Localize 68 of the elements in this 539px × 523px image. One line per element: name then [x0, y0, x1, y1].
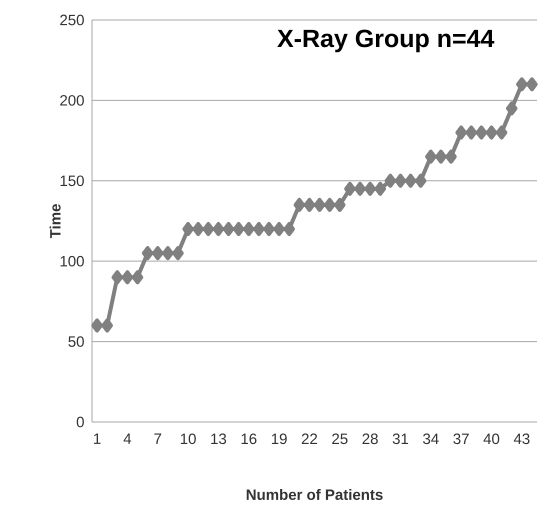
- point: [101, 318, 113, 333]
- point: [476, 126, 488, 140]
- point: [263, 222, 275, 236]
- point: [384, 174, 396, 188]
- x-tick-label: 28: [362, 434, 378, 444]
- point: [354, 182, 366, 196]
- point: [445, 150, 457, 164]
- y-tick-label: 250: [60, 14, 84, 26]
- x-tick-label: 13: [211, 434, 226, 444]
- point: [455, 126, 467, 140]
- point: [212, 222, 224, 236]
- point: [294, 198, 306, 212]
- chart-title: X-Ray Group n=44: [277, 30, 494, 52]
- point: [222, 222, 234, 236]
- point: [314, 198, 326, 212]
- y-tick-label: 100: [60, 256, 84, 266]
- x-tick-label: 4: [124, 434, 132, 444]
- point: [152, 246, 164, 260]
- point: [364, 182, 376, 196]
- point: [142, 246, 154, 260]
- point: [232, 222, 244, 236]
- point: [91, 318, 103, 333]
- x-tick-label: 37: [453, 434, 469, 444]
- point: [344, 182, 356, 196]
- x-tick-label: 10: [180, 434, 196, 444]
- point: [273, 222, 285, 236]
- point: [324, 198, 336, 212]
- y-tick-label: 200: [60, 95, 84, 106]
- point: [435, 150, 447, 164]
- point: [334, 198, 346, 212]
- y-tick-label: 50: [68, 336, 84, 347]
- point: [526, 77, 538, 92]
- point: [182, 222, 194, 236]
- point: [122, 270, 134, 284]
- point: [516, 77, 528, 92]
- point: [374, 182, 386, 196]
- x-tick-label: 19: [272, 434, 287, 444]
- point: [283, 222, 295, 236]
- point: [506, 101, 518, 116]
- point: [112, 270, 124, 284]
- x-tick-label: 1: [94, 434, 101, 444]
- point: [172, 246, 184, 260]
- point: [304, 198, 316, 212]
- x-tick-label: 31: [392, 434, 408, 444]
- x-tick-label: 22: [302, 434, 318, 444]
- y-tick-label: 150: [60, 175, 84, 186]
- point: [404, 174, 416, 188]
- point: [162, 246, 174, 260]
- point: [425, 150, 437, 164]
- x-tick-label: 34: [423, 434, 439, 444]
- point: [394, 174, 406, 188]
- x-tick-label: 43: [514, 434, 530, 444]
- point: [466, 126, 478, 140]
- x-tick-label: 16: [242, 434, 256, 444]
- point: [202, 222, 214, 236]
- x-axis-title: Number of Patients: [246, 488, 383, 500]
- x-tick-label: 40: [483, 434, 500, 444]
- point: [253, 222, 265, 236]
- x-tick-label: 25: [332, 434, 348, 444]
- y-tick-label: 0: [76, 416, 84, 428]
- point: [243, 222, 255, 236]
- x-tick-label: 7: [154, 434, 162, 444]
- point: [414, 174, 426, 188]
- point: [486, 126, 498, 140]
- point: [496, 126, 508, 140]
- point: [132, 270, 144, 284]
- point: [192, 222, 204, 236]
- y-axis-title: Time: [50, 204, 61, 238]
